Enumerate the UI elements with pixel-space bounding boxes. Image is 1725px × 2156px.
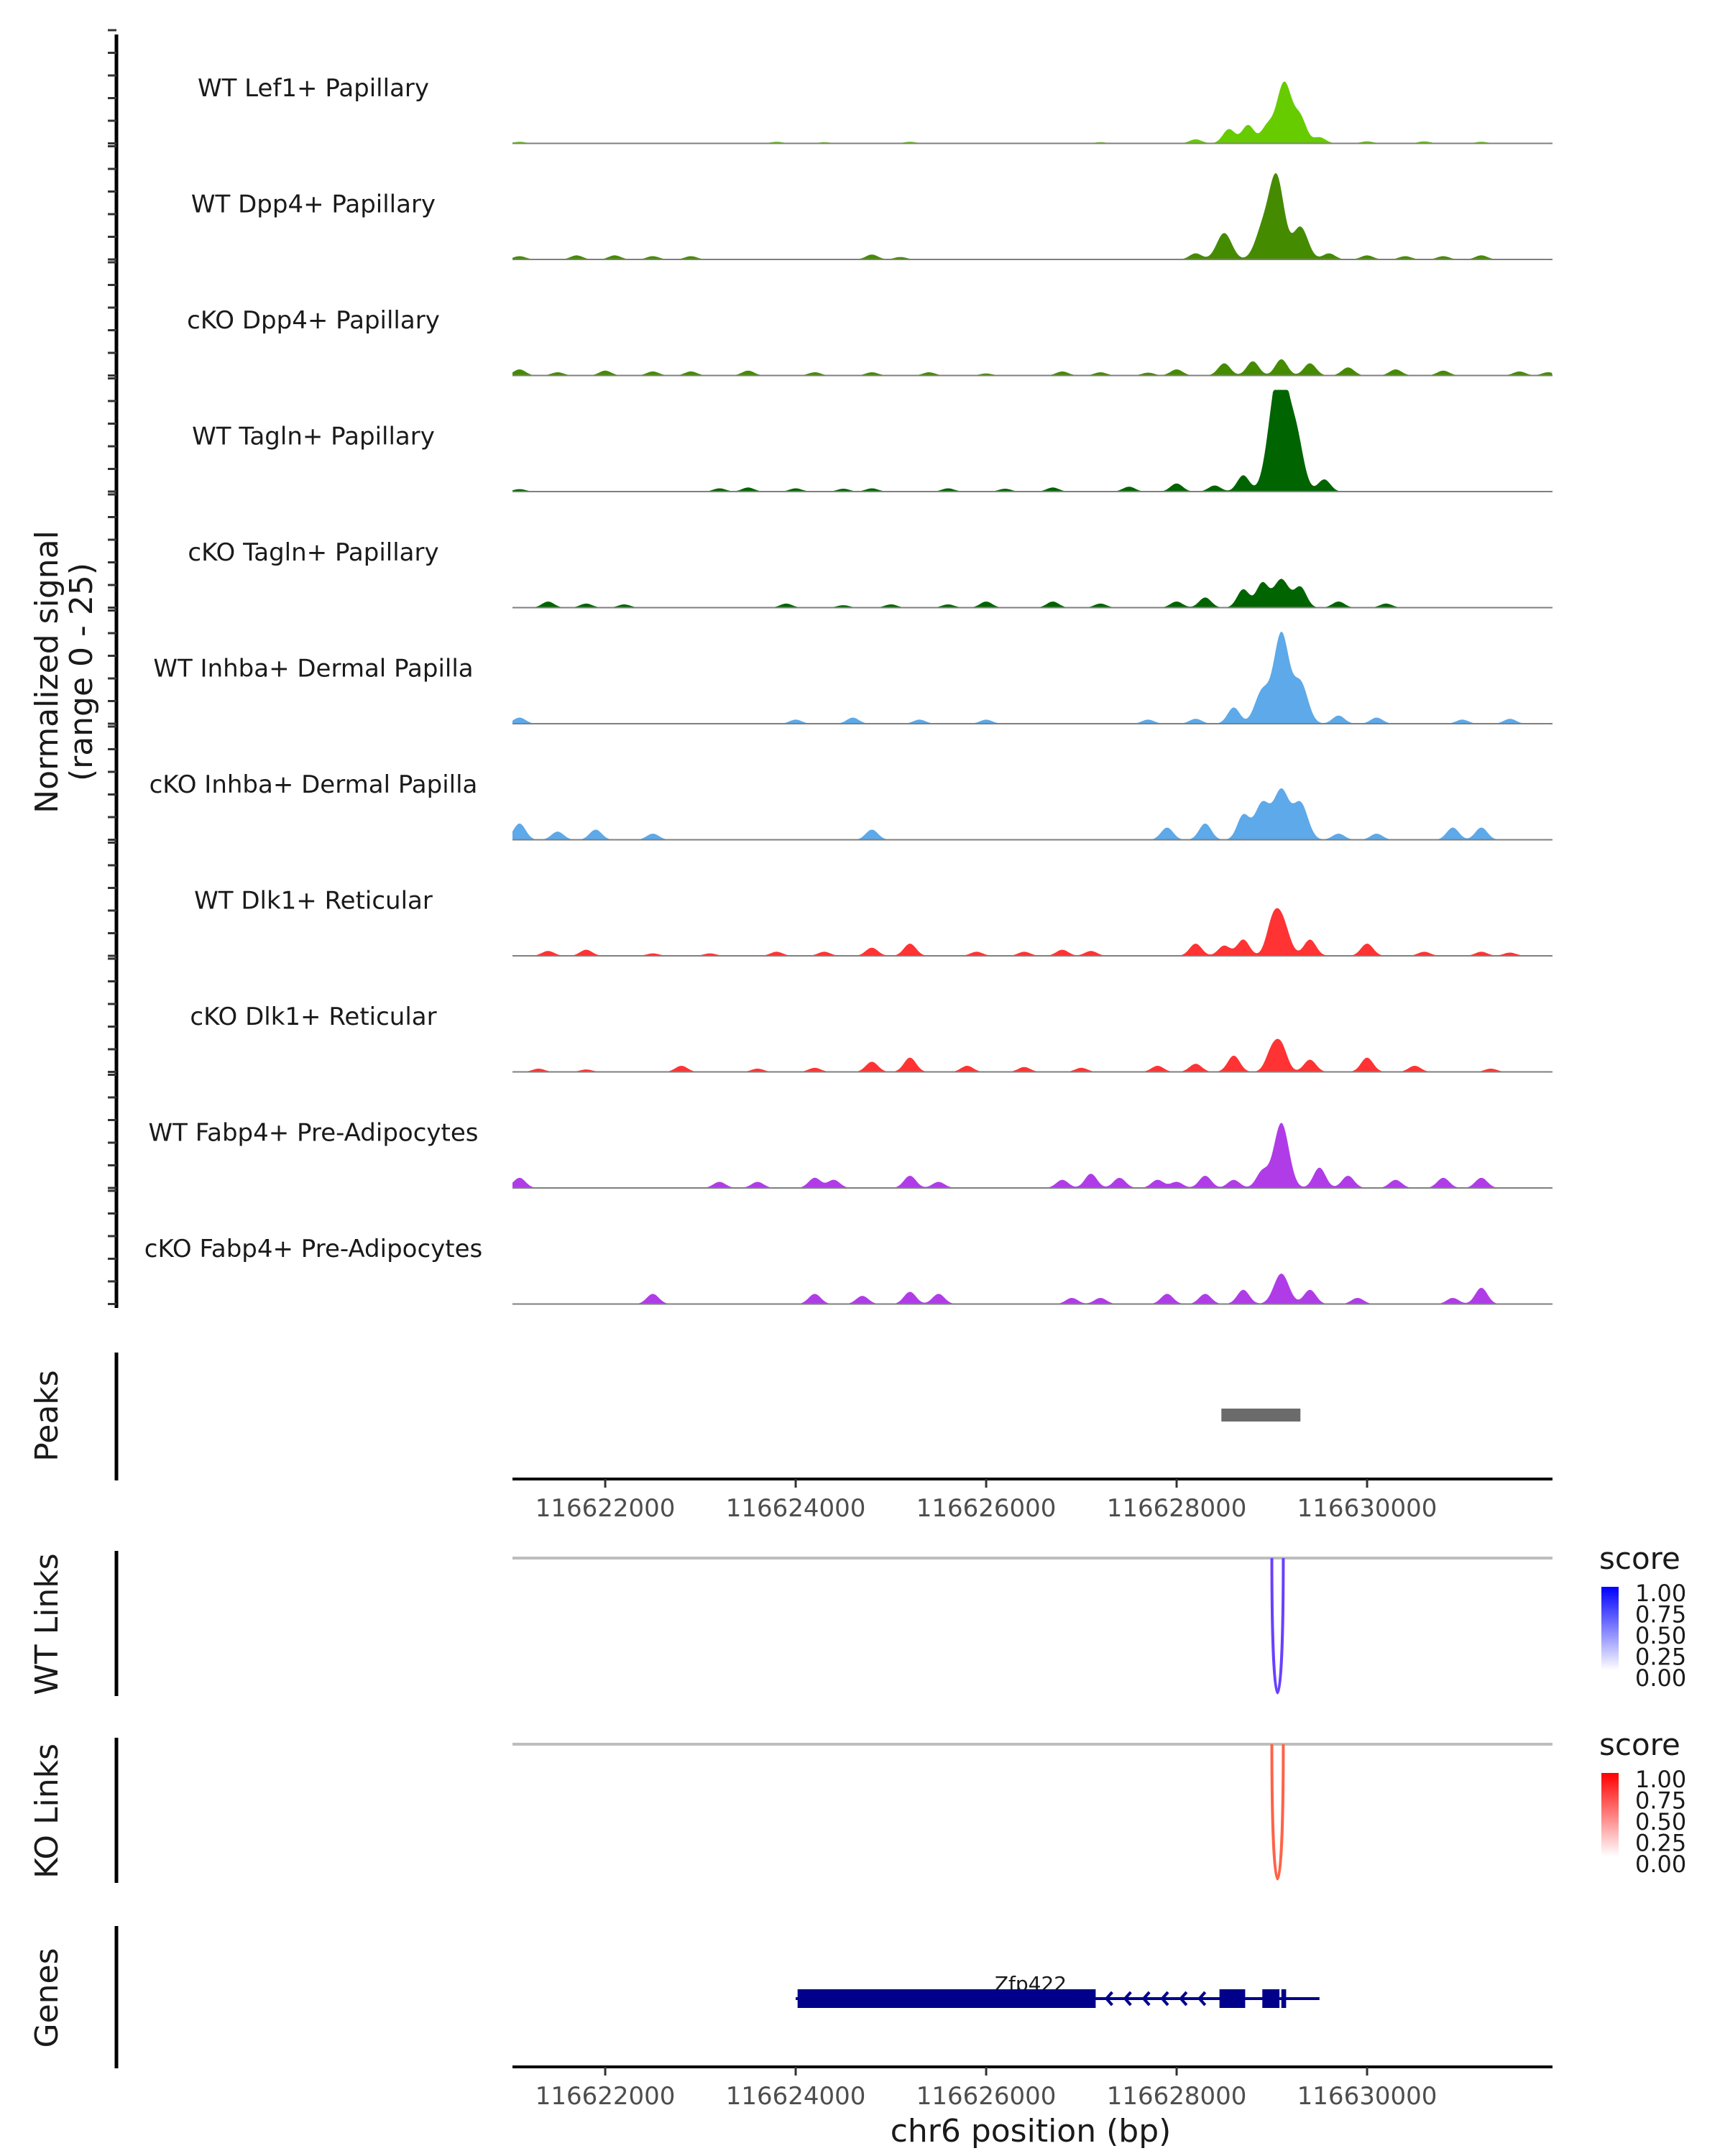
coverage-track: cKO Dlk1+ Reticular [190, 1003, 1552, 1073]
track-label: cKO Dpp4+ Papillary [187, 306, 440, 335]
coverage-area [512, 631, 1552, 724]
strand-arrow-icon [1160, 1991, 1169, 2007]
coverage-area [512, 1123, 1552, 1188]
x-tick-label: 116626000 [916, 1494, 1057, 1523]
legend-tick-label: 1.00 [1635, 1580, 1686, 1607]
strand-arrow-icon [1123, 1991, 1132, 2007]
coverage-area [512, 1038, 1552, 1072]
track-label: cKO Dlk1+ Reticular [190, 1003, 436, 1031]
gene-exon [797, 1989, 1096, 2008]
ko-links-label: KO Links [29, 1743, 65, 1879]
coverage-area [512, 359, 1552, 376]
genes-track-label: Genes [29, 1948, 65, 2047]
track-label: WT Fabp4+ Pre-Adipocytes [149, 1119, 479, 1148]
x-tick-label: 116622000 [535, 1494, 676, 1523]
track-label: WT Dlk1+ Reticular [194, 887, 433, 916]
coverage-track: WT Lef1+ Papillary [198, 74, 1552, 144]
legend-colorbar [1601, 1587, 1619, 1670]
track-label: cKO Inhba+ Dermal Papilla [150, 770, 478, 799]
strand-arrow-icon [1179, 1991, 1188, 2007]
link-arc [1270, 1743, 1285, 1881]
legend-tick-label: 0.50 [1635, 1622, 1686, 1649]
x-tick-label: 116622000 [535, 2082, 676, 2111]
legend-title: score [1599, 1727, 1680, 1762]
track-label: cKO Tagln+ Papillary [188, 538, 438, 567]
track-label: WT Tagln+ Papillary [192, 423, 435, 451]
x-tick-label: 116630000 [1297, 2082, 1438, 2111]
genes-track [796, 1989, 1320, 2008]
coverage-track: WT Fabp4+ Pre-Adipocytes [149, 1119, 1552, 1189]
coverage-area [512, 1273, 1552, 1304]
wt-links-label: WT Links [29, 1553, 65, 1695]
track-label: cKO Fabp4+ Pre-Adipocytes [144, 1235, 483, 1263]
gene-exon [1262, 1989, 1280, 2008]
legend-tick-label: 0.50 [1635, 1808, 1686, 1835]
legend-tick-label: 0.25 [1635, 1830, 1686, 1857]
coverage-track: cKO Dpp4+ Papillary [187, 306, 1552, 377]
coverage-track: WT Dpp4+ Papillary [191, 172, 1552, 260]
gene-exon [1281, 1989, 1287, 2008]
coverage-track: WT Dlk1+ Reticular [194, 887, 1552, 957]
track-label: WT Lef1+ Papillary [198, 74, 429, 103]
coverage-area [512, 788, 1552, 840]
coverage-track: WT Tagln+ Papillary [192, 390, 1552, 492]
legend-tick-label: 0.75 [1635, 1601, 1686, 1628]
wt-links-track [512, 1557, 1552, 1695]
x-tick-label: 116630000 [1297, 1494, 1438, 1523]
coverage-area [512, 579, 1552, 608]
legend-tick-label: 1.00 [1635, 1766, 1686, 1793]
legend-title: score [1599, 1541, 1680, 1576]
coverage-track: cKO Inhba+ Dermal Papilla [150, 770, 1552, 841]
coverage-area [512, 81, 1552, 144]
track-label: WT Inhba+ Dermal Papilla [153, 655, 473, 683]
coverage-ylabel: Normalized signal (range 0 - 25) [29, 530, 100, 814]
x-tick-label: 116626000 [916, 2082, 1057, 2111]
strand-arrow-icon [1197, 1991, 1207, 2007]
x-axis-bottom: 116622000 116624000 116626000 116628000 1166… [512, 2065, 1552, 2111]
legend-colorbar [1601, 1773, 1619, 1856]
peaks-track-label: Peaks [29, 1370, 65, 1461]
track-label: WT Dpp4+ Papillary [191, 190, 436, 219]
coverage-y-ticks [108, 29, 116, 1305]
coverage-ylabel-line1: Normalized signal [29, 530, 65, 814]
coverage-area [512, 908, 1552, 956]
x-tick-label: 116628000 [1107, 2082, 1247, 2111]
x-tick-label: 116628000 [1107, 1494, 1247, 1523]
coverage-track: WT Inhba+ Dermal Papilla [153, 631, 1552, 724]
ko-links-track [512, 1743, 1552, 1881]
ko-links-legend: score 1.000.750.500.250.00 [1599, 1727, 1686, 1878]
legend-tick-label: 0.75 [1635, 1787, 1686, 1815]
coverage-area [512, 172, 1552, 259]
coverage-ylabel-line2: (range 0 - 25) [63, 563, 100, 781]
legend-tick-label: 0.00 [1635, 1664, 1686, 1692]
link-arc [1270, 1557, 1285, 1695]
coverage-track: cKO Tagln+ Papillary [188, 538, 1552, 609]
x-tick-label: 116624000 [726, 2082, 866, 2111]
strand-arrow-icon [1141, 1991, 1151, 2007]
peak-interval [1221, 1409, 1301, 1422]
x-tick-label: 116624000 [726, 1494, 866, 1523]
x-axis-top: 116622000 116624000 116626000 116628000 1166… [512, 1478, 1552, 1523]
wt-links-legend: score 1.000.750.500.250.00 [1599, 1541, 1686, 1692]
legend-tick-label: 0.25 [1635, 1644, 1686, 1671]
x-axis-title: chr6 position (bp) [891, 2113, 1172, 2150]
peaks-track [1221, 1409, 1301, 1422]
coverage-area [512, 390, 1552, 492]
coverage-track: cKO Fabp4+ Pre-Adipocytes [144, 1235, 1552, 1305]
legend-tick-label: 0.00 [1635, 1851, 1686, 1878]
strand-arrow-icon [1104, 1991, 1113, 2007]
gene-exon [1219, 1989, 1246, 2008]
coverage-tracks: WT Lef1+ Papillary WT Dpp4+ Papillary cKO … [144, 74, 1552, 1305]
